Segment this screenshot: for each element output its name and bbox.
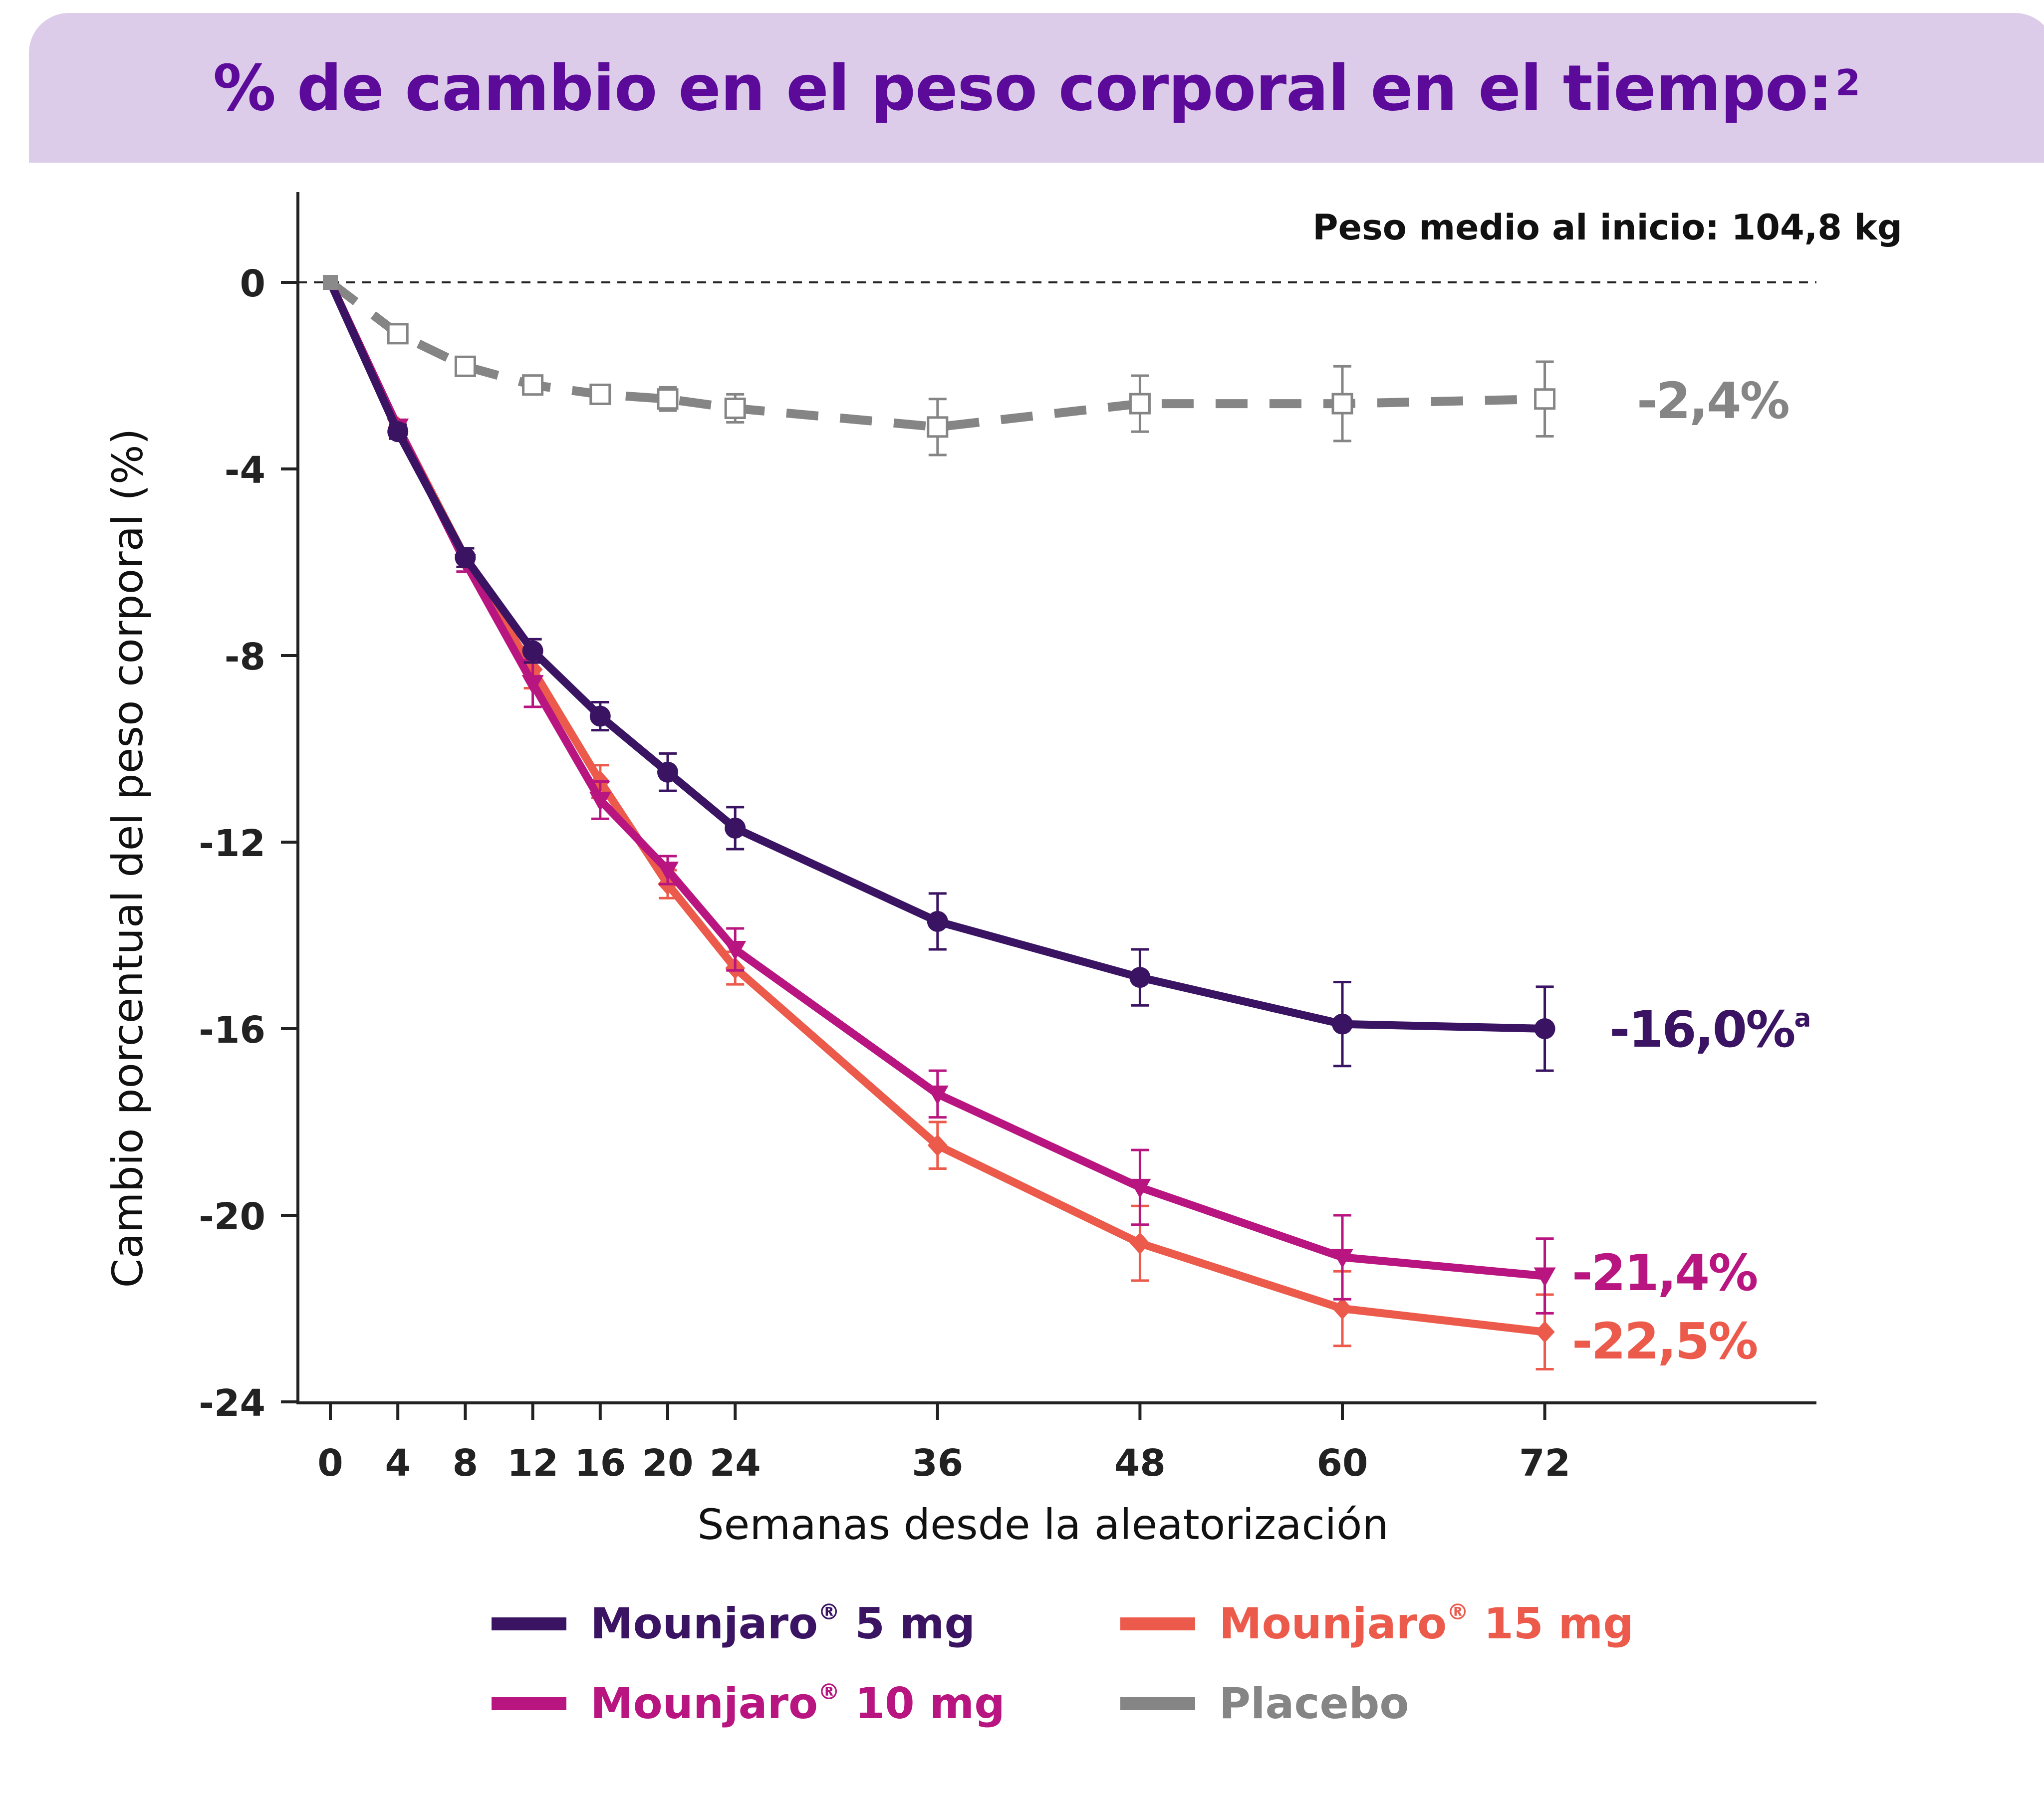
y-tick-label: -12 <box>199 822 265 865</box>
x-tick-label: 16 <box>574 1442 626 1485</box>
data-point <box>657 388 679 410</box>
data-point <box>1129 1178 1151 1198</box>
data-point <box>724 397 746 419</box>
data-point <box>589 705 611 727</box>
end-value-footnote: a <box>1794 1004 1809 1033</box>
x-tick-label: 24 <box>710 1442 761 1485</box>
x-tick-label: 8 <box>453 1442 479 1485</box>
data-point <box>1129 393 1151 415</box>
series-placebo <box>323 275 1556 456</box>
x-tick-label: 4 <box>385 1442 411 1485</box>
legend-label-placebo: Placebo <box>1219 1679 1409 1729</box>
data-point <box>522 374 544 396</box>
data-point <box>589 383 611 405</box>
data-point <box>455 547 476 568</box>
x-axis-title: Semanas desde la aleatorización <box>697 1500 1388 1549</box>
x-tick-label: 36 <box>912 1442 963 1485</box>
data-point <box>1332 1298 1352 1320</box>
legend-label-mounjaro-15mg: Mounjaro® 15 mg <box>1219 1599 1634 1649</box>
x-tick-label: 12 <box>507 1442 558 1485</box>
page-title: % de cambio en el peso corporal en el ti… <box>29 13 2044 163</box>
data-point <box>725 817 746 839</box>
y-tick-label: -20 <box>199 1195 265 1238</box>
legend-item-mounjaro-10mg: Mounjaro® 10 mg <box>492 1676 1005 1731</box>
data-point <box>724 941 747 961</box>
y-tick-label: -16 <box>199 1009 265 1052</box>
data-point <box>1534 388 1556 410</box>
series-mounjaro5mg <box>323 275 1555 1072</box>
y-tick-label: 0 <box>240 262 266 305</box>
legend-item-mounjaro-5mg: Mounjaro® 5 mg <box>492 1596 975 1651</box>
chart-series <box>323 275 1556 1371</box>
title-banner <box>29 13 2044 163</box>
series-line <box>327 278 1545 432</box>
y-tick-label: -24 <box>199 1382 265 1425</box>
data-point <box>589 791 611 811</box>
data-point <box>1331 1249 1353 1269</box>
x-tick-label: 0 <box>317 1442 343 1485</box>
x-tick-label: 60 <box>1317 1442 1368 1485</box>
x-tick-label: 48 <box>1114 1442 1166 1485</box>
data-point <box>522 640 543 662</box>
legend-item-mounjaro-15mg: Mounjaro® 15 mg <box>1120 1596 1634 1651</box>
data-point <box>1331 393 1353 415</box>
y-tick-label: -4 <box>225 449 265 492</box>
data-point <box>657 862 679 882</box>
legend-swatch-mounjaro-10mg <box>492 1697 566 1710</box>
chart-legend: Mounjaro® 5 mg Mounjaro® 15 mg Mounjaro®… <box>0 1596 2044 1746</box>
data-point <box>1332 1013 1353 1035</box>
data-point <box>1534 1321 1555 1343</box>
x-tick-label: 72 <box>1519 1442 1570 1485</box>
chart-axes: 0-4-8-12-16-20-240 4 8 12 16 20 24 36 48 60 72Sema… <box>103 192 1816 1549</box>
data-point <box>927 910 948 932</box>
legend-label-mounjaro-10mg: Mounjaro® 10 mg <box>590 1679 1005 1729</box>
legend-label-mounjaro-5mg: Mounjaro® 5 mg <box>590 1599 976 1649</box>
data-point <box>1130 1232 1150 1255</box>
end-value-label: -21,4% <box>1572 1244 1757 1302</box>
x-tick-label: 20 <box>642 1442 694 1485</box>
data-point <box>387 323 409 345</box>
data-point <box>927 416 949 438</box>
chart-labels: Peso medio al inicio: 104,8 kg -16,0%a -21… <box>1312 207 1902 1370</box>
title-text: % de cambio en el peso corporal en el ti… <box>213 51 1833 125</box>
data-point <box>926 1085 949 1105</box>
data-point <box>1534 1018 1555 1039</box>
data-point <box>387 421 409 443</box>
y-tick-label: -8 <box>225 636 265 678</box>
baseline-weight-annotation: Peso medio al inicio: 104,8 kg <box>1312 207 1902 248</box>
y-axis-title: Cambio porcentual del peso corporal (%) <box>103 428 152 1288</box>
title-footnote: 2 <box>1835 62 1860 104</box>
data-point <box>323 275 338 290</box>
data-point <box>521 675 544 695</box>
data-point <box>454 355 476 377</box>
legend-item-placebo: Placebo <box>1120 1676 1409 1731</box>
end-value-label: -16,0%a <box>1609 1000 1809 1059</box>
legend-swatch-mounjaro-15mg <box>1120 1617 1195 1630</box>
data-point <box>927 1134 948 1156</box>
data-point <box>1533 1267 1556 1287</box>
legend-swatch-placebo <box>1120 1697 1195 1710</box>
legend-swatch-mounjaro-5mg <box>492 1617 566 1630</box>
end-value-label: -22,5% <box>1572 1312 1757 1370</box>
end-value-label: -2,4% <box>1637 372 1789 430</box>
data-point <box>657 761 678 783</box>
data-point <box>1129 967 1151 988</box>
